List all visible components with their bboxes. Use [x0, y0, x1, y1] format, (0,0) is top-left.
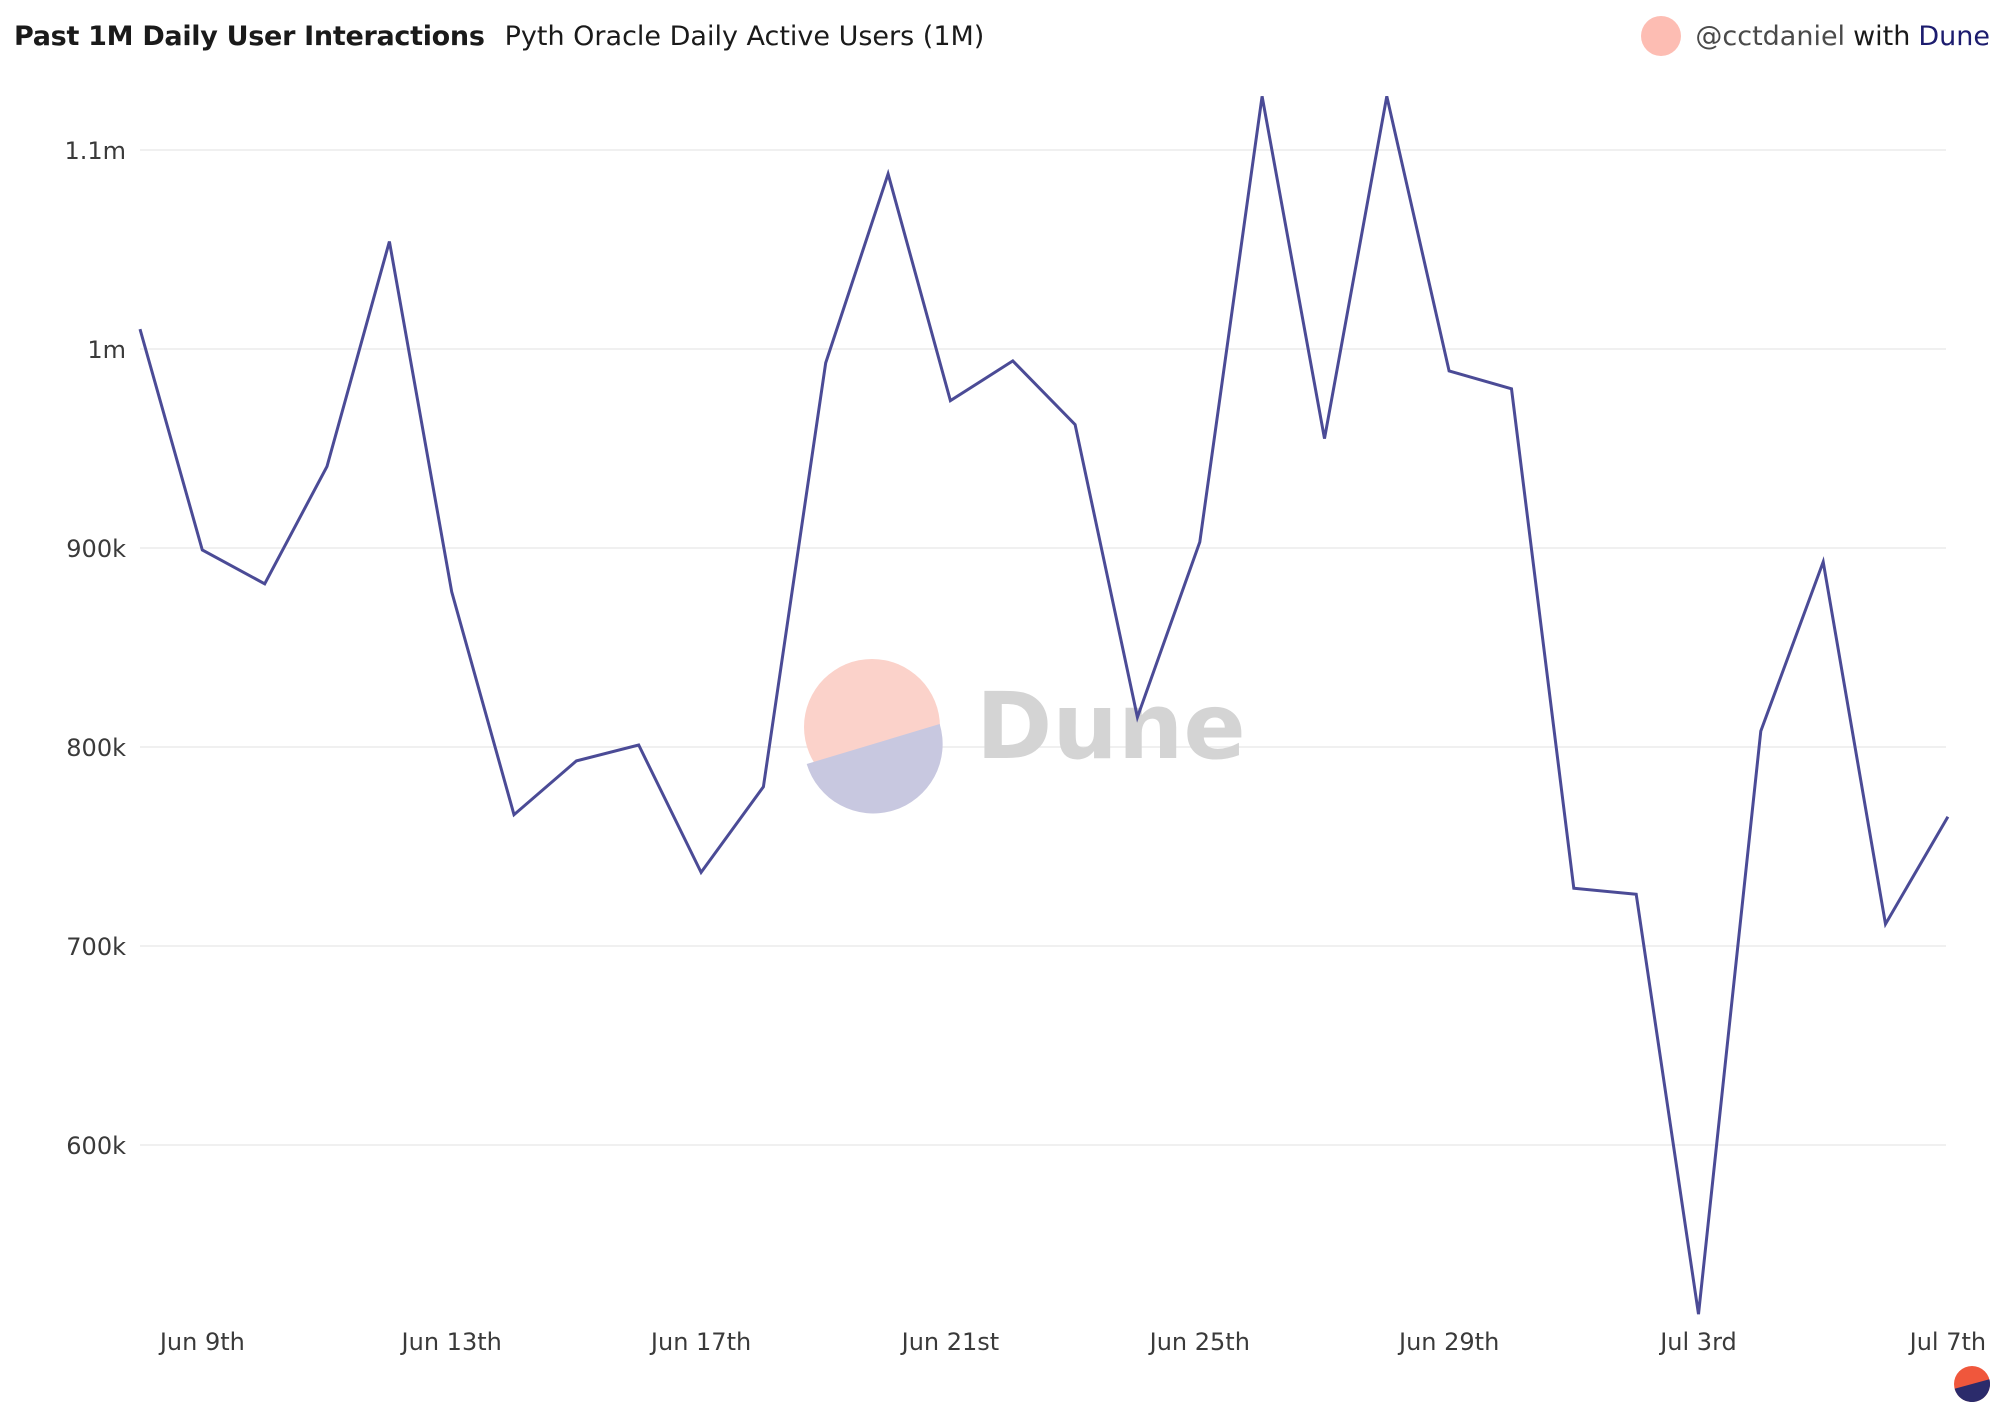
data-point[interactable] — [756, 780, 770, 794]
y-tick-label: 800k — [66, 734, 126, 762]
data-point[interactable] — [320, 459, 334, 473]
data-point[interactable] — [1130, 710, 1144, 724]
y-tick-label: 700k — [66, 933, 126, 961]
x-tick-label: Jun 13th — [400, 1328, 502, 1356]
y-tick-label: 1m — [87, 336, 126, 364]
data-point[interactable] — [1692, 1307, 1706, 1321]
x-tick-label: Jul 3rd — [1658, 1328, 1737, 1356]
attribution-brand[interactable]: Dune — [1918, 20, 1990, 52]
series-layer — [133, 89, 1955, 1321]
user-avatar[interactable] — [1641, 16, 1682, 56]
x-axis: Jun 9th Jun 13th Jun 17th Jun 21st Jun 25th J… — [158, 1328, 1986, 1356]
data-point[interactable] — [1255, 89, 1269, 103]
data-point[interactable] — [1193, 535, 1207, 549]
data-point[interactable] — [195, 543, 209, 557]
data-point[interactable] — [382, 235, 396, 249]
x-tick-label: Jun 17th — [649, 1328, 751, 1356]
dune-watermark: Dune — [804, 659, 1246, 814]
x-tick-label: Jun 9th — [158, 1328, 245, 1356]
dune-logo-icon[interactable] — [1954, 1366, 1990, 1402]
x-tick-label: Jun 25th — [1148, 1328, 1250, 1356]
data-point[interactable] — [507, 808, 521, 822]
x-tick-label: Jul 7th — [1908, 1328, 1986, 1356]
y-axis: 600k 700k 800k 900k 1m 1.1m — [64, 137, 126, 1160]
data-point[interactable] — [1941, 810, 1955, 824]
data-point[interactable] — [632, 738, 646, 752]
data-point[interactable] — [1754, 724, 1768, 738]
chart-subtitle: Pyth Oracle Daily Active Users (1M) — [504, 20, 985, 52]
attribution-with: with — [1853, 20, 1911, 52]
data-point[interactable] — [133, 322, 147, 336]
data-point[interactable] — [819, 356, 833, 370]
watermark-logo-lower — [806, 724, 943, 814]
attribution-user[interactable]: @cctdaniel — [1695, 20, 1846, 52]
data-point[interactable] — [1629, 887, 1643, 901]
x-tick-label: Jun 21st — [900, 1328, 1000, 1356]
data-point[interactable] — [1879, 917, 1893, 931]
data-point[interactable] — [1816, 555, 1830, 569]
attribution[interactable]: @cctdaniel with Dune — [1641, 14, 1990, 58]
data-point[interactable] — [1068, 418, 1082, 432]
data-point[interactable] — [1006, 354, 1020, 368]
data-point[interactable] — [1380, 89, 1394, 103]
data-point[interactable] — [694, 865, 708, 879]
chart-header: Past 1M Daily User Interactions Pyth Ora… — [14, 14, 984, 58]
grid-lines — [140, 149, 1946, 1146]
x-tick-label: Jun 29th — [1397, 1328, 1499, 1356]
y-tick-label: 900k — [66, 535, 126, 563]
data-point[interactable] — [569, 754, 583, 768]
data-point[interactable] — [1504, 382, 1518, 396]
y-tick-label: 600k — [66, 1132, 126, 1160]
data-point[interactable] — [1442, 364, 1456, 378]
data-point[interactable] — [445, 585, 459, 599]
data-point[interactable] — [1567, 881, 1581, 895]
chart-title: Past 1M Daily User Interactions — [14, 20, 485, 52]
y-tick-label: 1.1m — [64, 137, 126, 165]
data-point[interactable] — [881, 167, 895, 181]
series-line[interactable] — [138, 95, 1950, 1315]
data-point[interactable] — [943, 394, 957, 408]
data-point[interactable] — [258, 577, 272, 591]
watermark-text: Dune — [976, 673, 1246, 780]
data-point[interactable] — [1317, 432, 1331, 446]
